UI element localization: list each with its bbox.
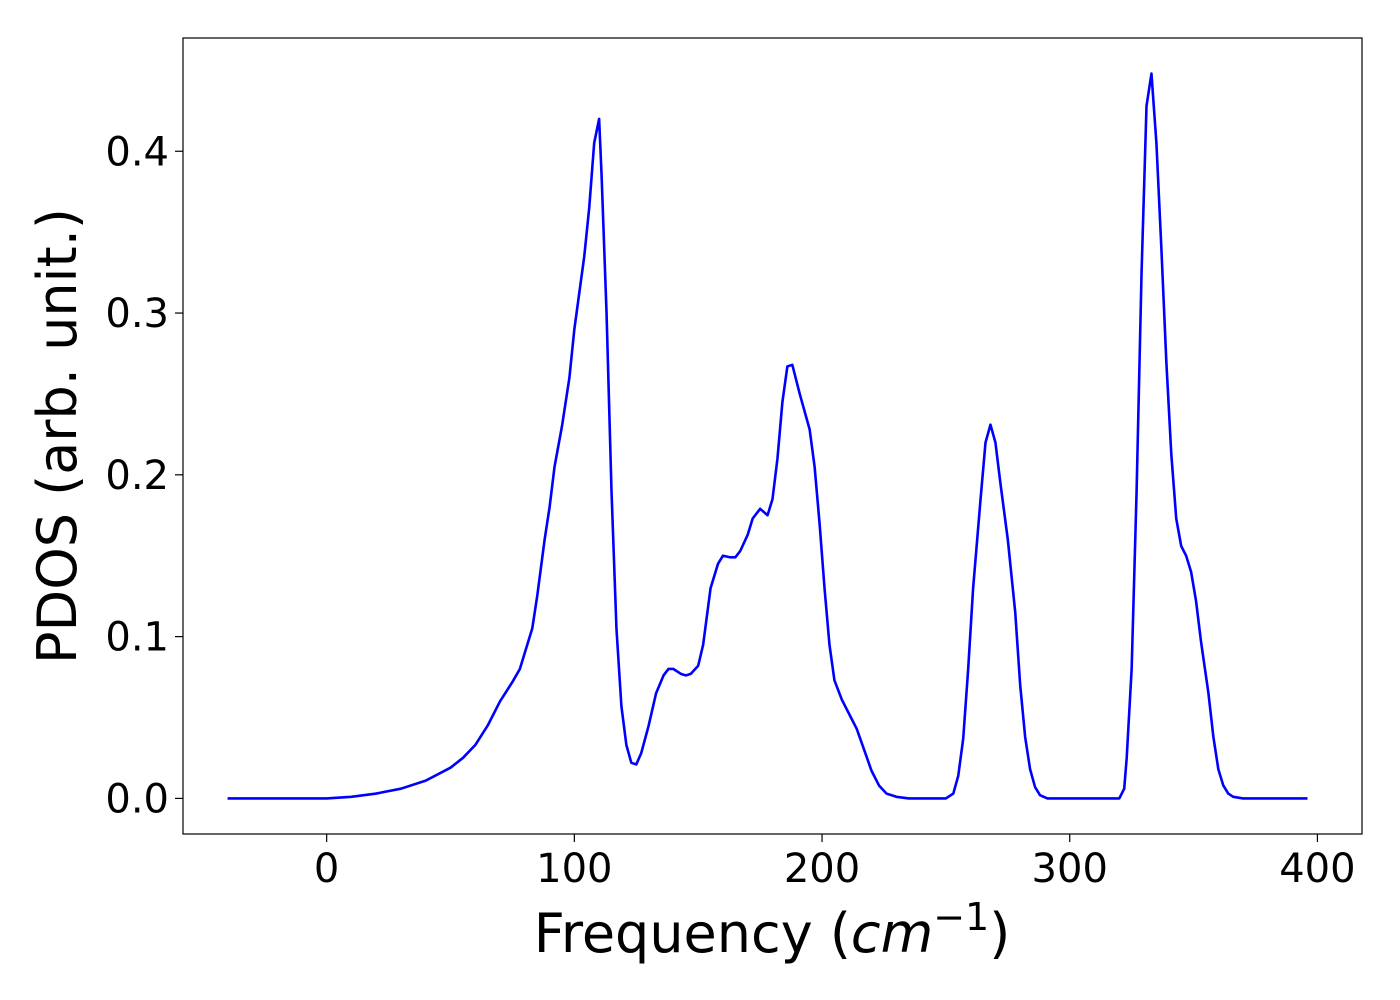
- x-label-part: Frequency (: [534, 902, 851, 965]
- x-axis-label: Frequency (cm−1): [534, 895, 1011, 965]
- y-tick-label: 0.4: [105, 129, 169, 175]
- x-tick-label: 100: [536, 846, 612, 892]
- y-tick-label: 0.3: [105, 291, 169, 337]
- x-label-part: ): [989, 902, 1010, 965]
- y-tick-label: 0.1: [105, 615, 169, 661]
- data-line: [227, 72, 1308, 800]
- x-label-part: cm: [851, 902, 933, 965]
- y-tick-label: 0.2: [105, 453, 169, 499]
- plot-frame: [182, 37, 1363, 835]
- y-axis-label: PDOS (arb. unit.): [26, 208, 89, 664]
- x-tick-label: 400: [1279, 846, 1355, 892]
- x-tick-label: 200: [784, 846, 860, 892]
- x-tick-label: 0: [314, 846, 339, 892]
- y-tick-label: 0.0: [105, 776, 169, 822]
- x-label-part: −1: [933, 895, 989, 939]
- x-tick-label: 300: [1032, 846, 1108, 892]
